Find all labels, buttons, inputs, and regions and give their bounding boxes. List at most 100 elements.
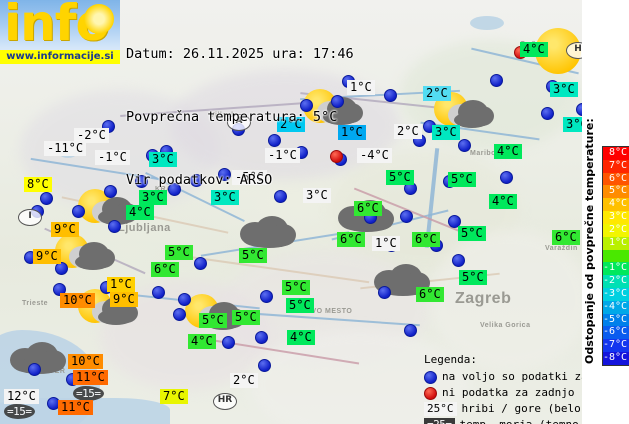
temperature-label[interactable]: 4°C: [489, 194, 517, 209]
station-marker[interactable]: [404, 324, 417, 337]
scale-step: 3°C: [603, 211, 629, 224]
station-marker[interactable]: [500, 171, 513, 184]
station-marker[interactable]: [268, 134, 281, 147]
mountain-temperature-label[interactable]: 1°C: [372, 236, 400, 251]
station-marker[interactable]: [218, 168, 231, 181]
temperature-label[interactable]: 3°C: [149, 152, 177, 167]
temperature-label[interactable]: 6°C: [416, 287, 444, 302]
temperature-label[interactable]: 3°C: [139, 190, 167, 205]
station-marker[interactable]: [448, 215, 461, 228]
mountain-temperature-label[interactable]: 12°C: [4, 389, 39, 404]
station-marker[interactable]: [104, 185, 117, 198]
temperature-label[interactable]: 11°C: [73, 370, 108, 385]
temperature-label[interactable]: 4°C: [287, 330, 315, 345]
sea-temperature-label[interactable]: =15=: [4, 404, 35, 419]
station-marker[interactable]: [331, 95, 344, 108]
temperature-label[interactable]: 6°C: [354, 201, 382, 216]
country-code-badge: HR: [213, 393, 237, 410]
station-marker[interactable]: [260, 290, 273, 303]
temperature-label[interactable]: 9°C: [110, 292, 138, 307]
station-marker[interactable]: [28, 363, 41, 376]
temperature-label[interactable]: 7°C: [160, 389, 188, 404]
temperature-label[interactable]: 8°C: [24, 177, 52, 192]
station-marker[interactable]: [258, 359, 271, 372]
station-marker[interactable]: [400, 210, 413, 223]
temperature-label[interactable]: 4°C: [520, 42, 548, 57]
station-marker[interactable]: [222, 336, 235, 349]
temperature-label[interactable]: 5°C: [286, 298, 314, 313]
station-marker[interactable]: [378, 286, 391, 299]
mountain-temperature-label[interactable]: -11°C: [44, 141, 87, 156]
temperature-label[interactable]: 3°C: [550, 82, 578, 97]
temperature-label[interactable]: 10°C: [68, 354, 103, 369]
scale-step: 5°C: [603, 185, 629, 199]
temperature-label[interactable]: 5°C: [458, 226, 486, 241]
temperature-label[interactable]: 10°C: [60, 293, 95, 308]
temperature-label[interactable]: 5°C: [448, 172, 476, 187]
station-marker[interactable]: [300, 99, 313, 112]
map-place-name: Zagreb: [455, 290, 512, 307]
temperature-label[interactable]: 3°C: [432, 125, 460, 140]
station-marker[interactable]: [173, 308, 186, 321]
temperature-label[interactable]: 1°C: [338, 125, 366, 140]
station-marker[interactable]: [55, 262, 68, 275]
temperature-label[interactable]: 6°C: [337, 232, 365, 247]
sea-temperature-label[interactable]: =15=: [73, 386, 104, 401]
station-marker[interactable]: [108, 220, 121, 233]
cloud-icon: [8, 338, 70, 384]
blue-dot-icon: [424, 370, 437, 384]
temperature-label[interactable]: 3°C: [211, 190, 239, 205]
scale-title: Odstopanje od povprečne temperature:: [583, 118, 596, 364]
temperature-label[interactable]: 4°C: [494, 144, 522, 159]
station-marker[interactable]: [168, 183, 181, 196]
temperature-label[interactable]: 2°C: [277, 117, 305, 132]
station-marker[interactable]: [255, 331, 268, 344]
mountain-temperature-label[interactable]: 3°C: [303, 188, 331, 203]
temperature-label[interactable]: 4°C: [126, 205, 154, 220]
mountain-temperature-label[interactable]: -1°C: [265, 148, 300, 163]
temperature-label[interactable]: 4°C: [188, 334, 216, 349]
legend-row-text: ni podatka za zadnjo uro: [442, 386, 601, 399]
station-marker[interactable]: [458, 139, 471, 152]
station-marker[interactable]: [190, 174, 203, 187]
temperature-label[interactable]: 2°C: [423, 86, 451, 101]
mountain-temperature-label[interactable]: -1°C: [95, 150, 130, 165]
temperature-label[interactable]: 1°C: [107, 277, 135, 292]
temperature-label[interactable]: 5°C: [282, 280, 310, 295]
site-logo[interactable]: info www.informacije.si: [0, 0, 120, 64]
station-marker[interactable]: [53, 283, 66, 296]
temperature-label[interactable]: 5°C: [239, 248, 267, 263]
mountain-temperature-label[interactable]: 2°C: [230, 373, 258, 388]
station-marker[interactable]: [452, 254, 465, 267]
temperature-label[interactable]: 9°C: [33, 249, 61, 264]
station-marker[interactable]: [178, 293, 191, 306]
mountain-temperature-label[interactable]: -5°C: [232, 170, 267, 185]
temperature-label[interactable]: 5°C: [232, 310, 260, 325]
station-marker[interactable]: [194, 257, 207, 270]
temperature-label[interactable]: 3°C: [563, 117, 582, 132]
station-marker[interactable]: [135, 175, 148, 188]
station-marker[interactable]: [152, 286, 165, 299]
station-marker[interactable]: [274, 190, 287, 203]
temperature-label[interactable]: 5°C: [386, 170, 414, 185]
temperature-label[interactable]: 9°C: [51, 222, 79, 237]
mountain-temperature-label[interactable]: -4°C: [357, 148, 392, 163]
station-marker[interactable]: [576, 103, 582, 116]
temperature-label[interactable]: 6°C: [552, 230, 580, 245]
mountain-temperature-label[interactable]: 2°C: [394, 124, 422, 139]
temperature-label[interactable]: 6°C: [412, 232, 440, 247]
station-marker-nodata[interactable]: [330, 150, 343, 163]
temperature-label[interactable]: 6°C: [151, 262, 179, 277]
station-marker[interactable]: [384, 89, 397, 102]
temperature-label[interactable]: 5°C: [165, 245, 193, 260]
temperature-label[interactable]: 5°C: [199, 313, 227, 328]
mountain-temperature-label[interactable]: -2°C: [74, 128, 109, 143]
station-marker[interactable]: [40, 192, 53, 205]
station-marker[interactable]: [541, 107, 554, 120]
station-marker[interactable]: [490, 74, 503, 87]
temperature-label[interactable]: 5°C: [459, 270, 487, 285]
temperature-label[interactable]: 11°C: [58, 400, 93, 415]
mountain-temperature-label[interactable]: 1°C: [347, 80, 375, 95]
station-marker[interactable]: [72, 205, 85, 218]
